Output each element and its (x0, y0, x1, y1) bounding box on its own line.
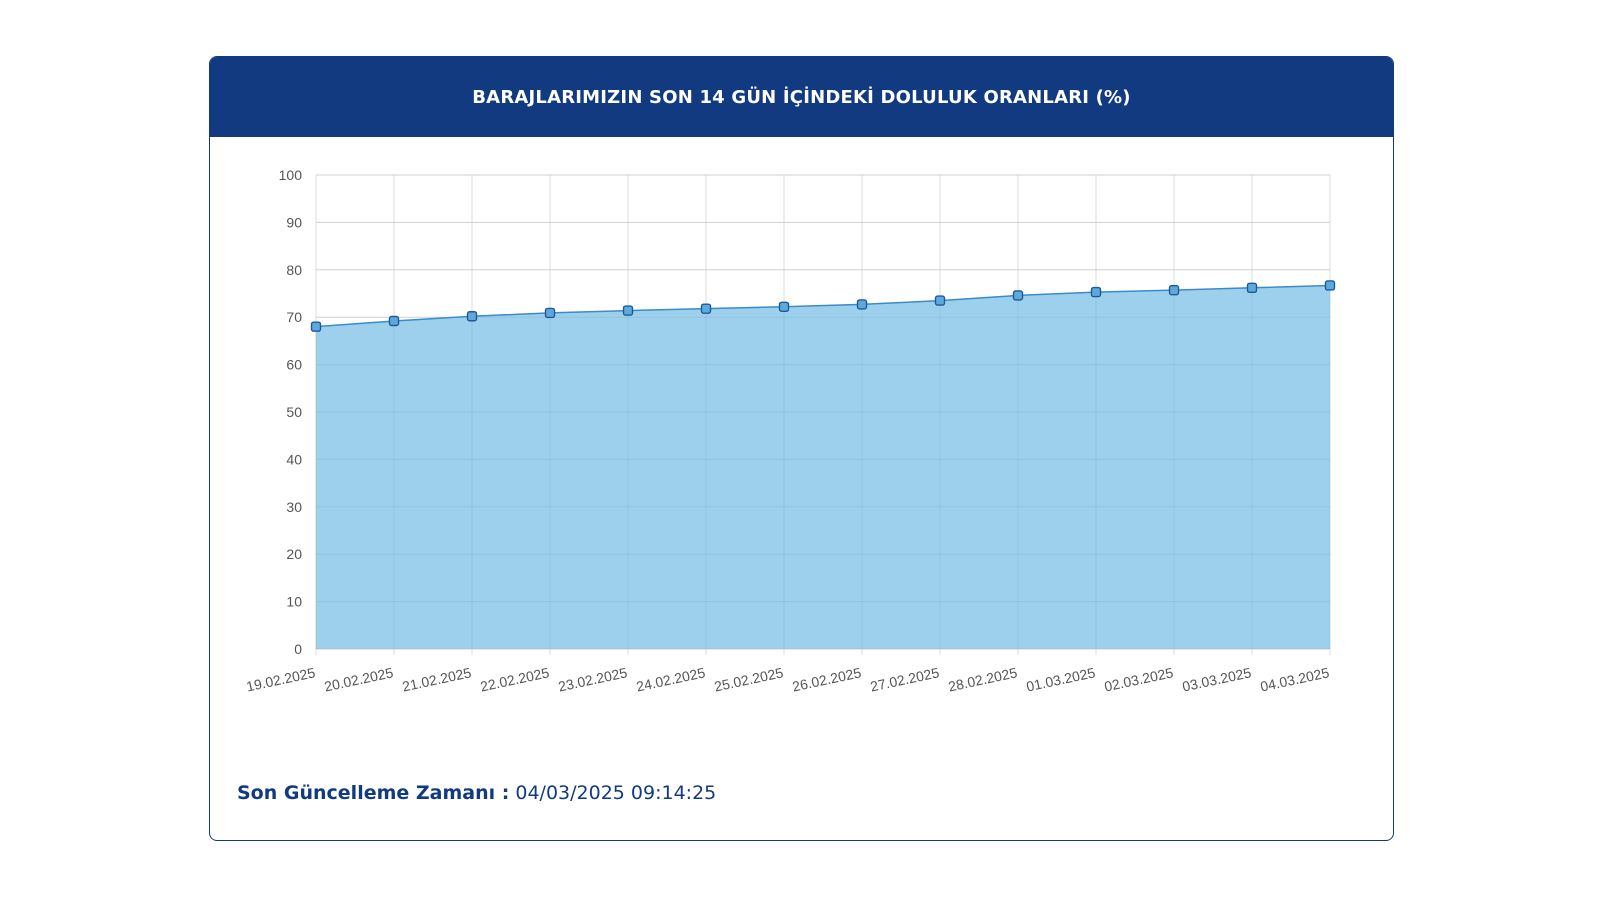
data-point (544, 307, 556, 319)
data-point (856, 299, 868, 310)
data-point (1168, 284, 1180, 296)
data-point (622, 305, 634, 316)
y-tick-label: 20 (286, 546, 302, 562)
chart-card: BARAJLARIMIZIN SON 14 GÜN İÇİNDEKİ DOLUL… (209, 56, 1394, 841)
x-tick-label: 22.02.2025 (479, 664, 551, 694)
data-point (934, 295, 946, 306)
x-tick-label: 03.03.2025 (1181, 664, 1253, 694)
x-tick-label: 28.02.2025 (947, 664, 1019, 694)
x-tick-label: 01.03.2025 (1025, 664, 1097, 694)
x-tick-label: 20.02.2025 (323, 664, 395, 694)
gridlines-overlay (315, 174, 1331, 650)
data-point (1090, 286, 1102, 298)
chart-title: BARAJLARIMIZIN SON 14 GÜN İÇİNDEKİ DOLUL… (472, 86, 1131, 108)
data-point (1246, 282, 1258, 294)
data-point (700, 303, 712, 314)
y-tick-label: 10 (286, 594, 302, 610)
x-tick-label: 19.02.2025 (245, 664, 317, 694)
last-update-label: Son Güncelleme Zamanı : (237, 782, 510, 804)
y-tick-label: 100 (279, 167, 303, 183)
y-tick-label: 0 (294, 641, 302, 657)
y-tick-label: 40 (286, 451, 302, 467)
x-tick-label: 02.03.2025 (1103, 664, 1175, 694)
x-tick-label: 21.02.2025 (401, 664, 473, 694)
y-tick-label: 80 (286, 262, 302, 278)
y-axis-labels: 0 10 20 30 40 50 60 70 80 90 100 (279, 167, 303, 657)
data-point (466, 311, 478, 322)
last-update: Son Güncelleme Zamanı :04/03/2025 09:14:… (237, 782, 716, 804)
data-point (388, 315, 400, 327)
data-point (310, 321, 322, 332)
y-tick-label: 50 (286, 404, 302, 420)
y-tick-label: 30 (286, 499, 302, 515)
y-tick-label: 70 (286, 309, 302, 325)
x-tick-label: 24.02.2025 (635, 664, 707, 694)
area-fill (316, 285, 1330, 649)
data-point (1324, 280, 1336, 291)
x-tick-label: 26.02.2025 (791, 664, 863, 694)
last-update-value: 04/03/2025 09:14:25 (515, 782, 717, 804)
y-tick-label: 90 (286, 214, 302, 230)
y-tick-label: 60 (286, 357, 302, 373)
data-points (310, 280, 1336, 332)
x-tick-label: 23.02.2025 (557, 664, 629, 694)
x-tick-label: 04.03.2025 (1259, 664, 1331, 694)
series-line (315, 284, 1331, 328)
x-tick-label: 25.02.2025 (713, 664, 785, 694)
card-header: BARAJLARIMIZIN SON 14 GÜN İÇİNDEKİ DOLUL… (210, 57, 1393, 137)
x-axis-labels: 19.02.2025 20.02.2025 21.02.2025 22.02.2025… (245, 664, 1331, 694)
x-tick-label: 27.02.2025 (869, 664, 941, 694)
data-point (778, 301, 790, 312)
fill-rate-chart: 0 10 20 30 40 50 60 70 80 90 100 19.02.2025 20.02.20… (245, 167, 1336, 695)
data-point (1012, 290, 1024, 301)
